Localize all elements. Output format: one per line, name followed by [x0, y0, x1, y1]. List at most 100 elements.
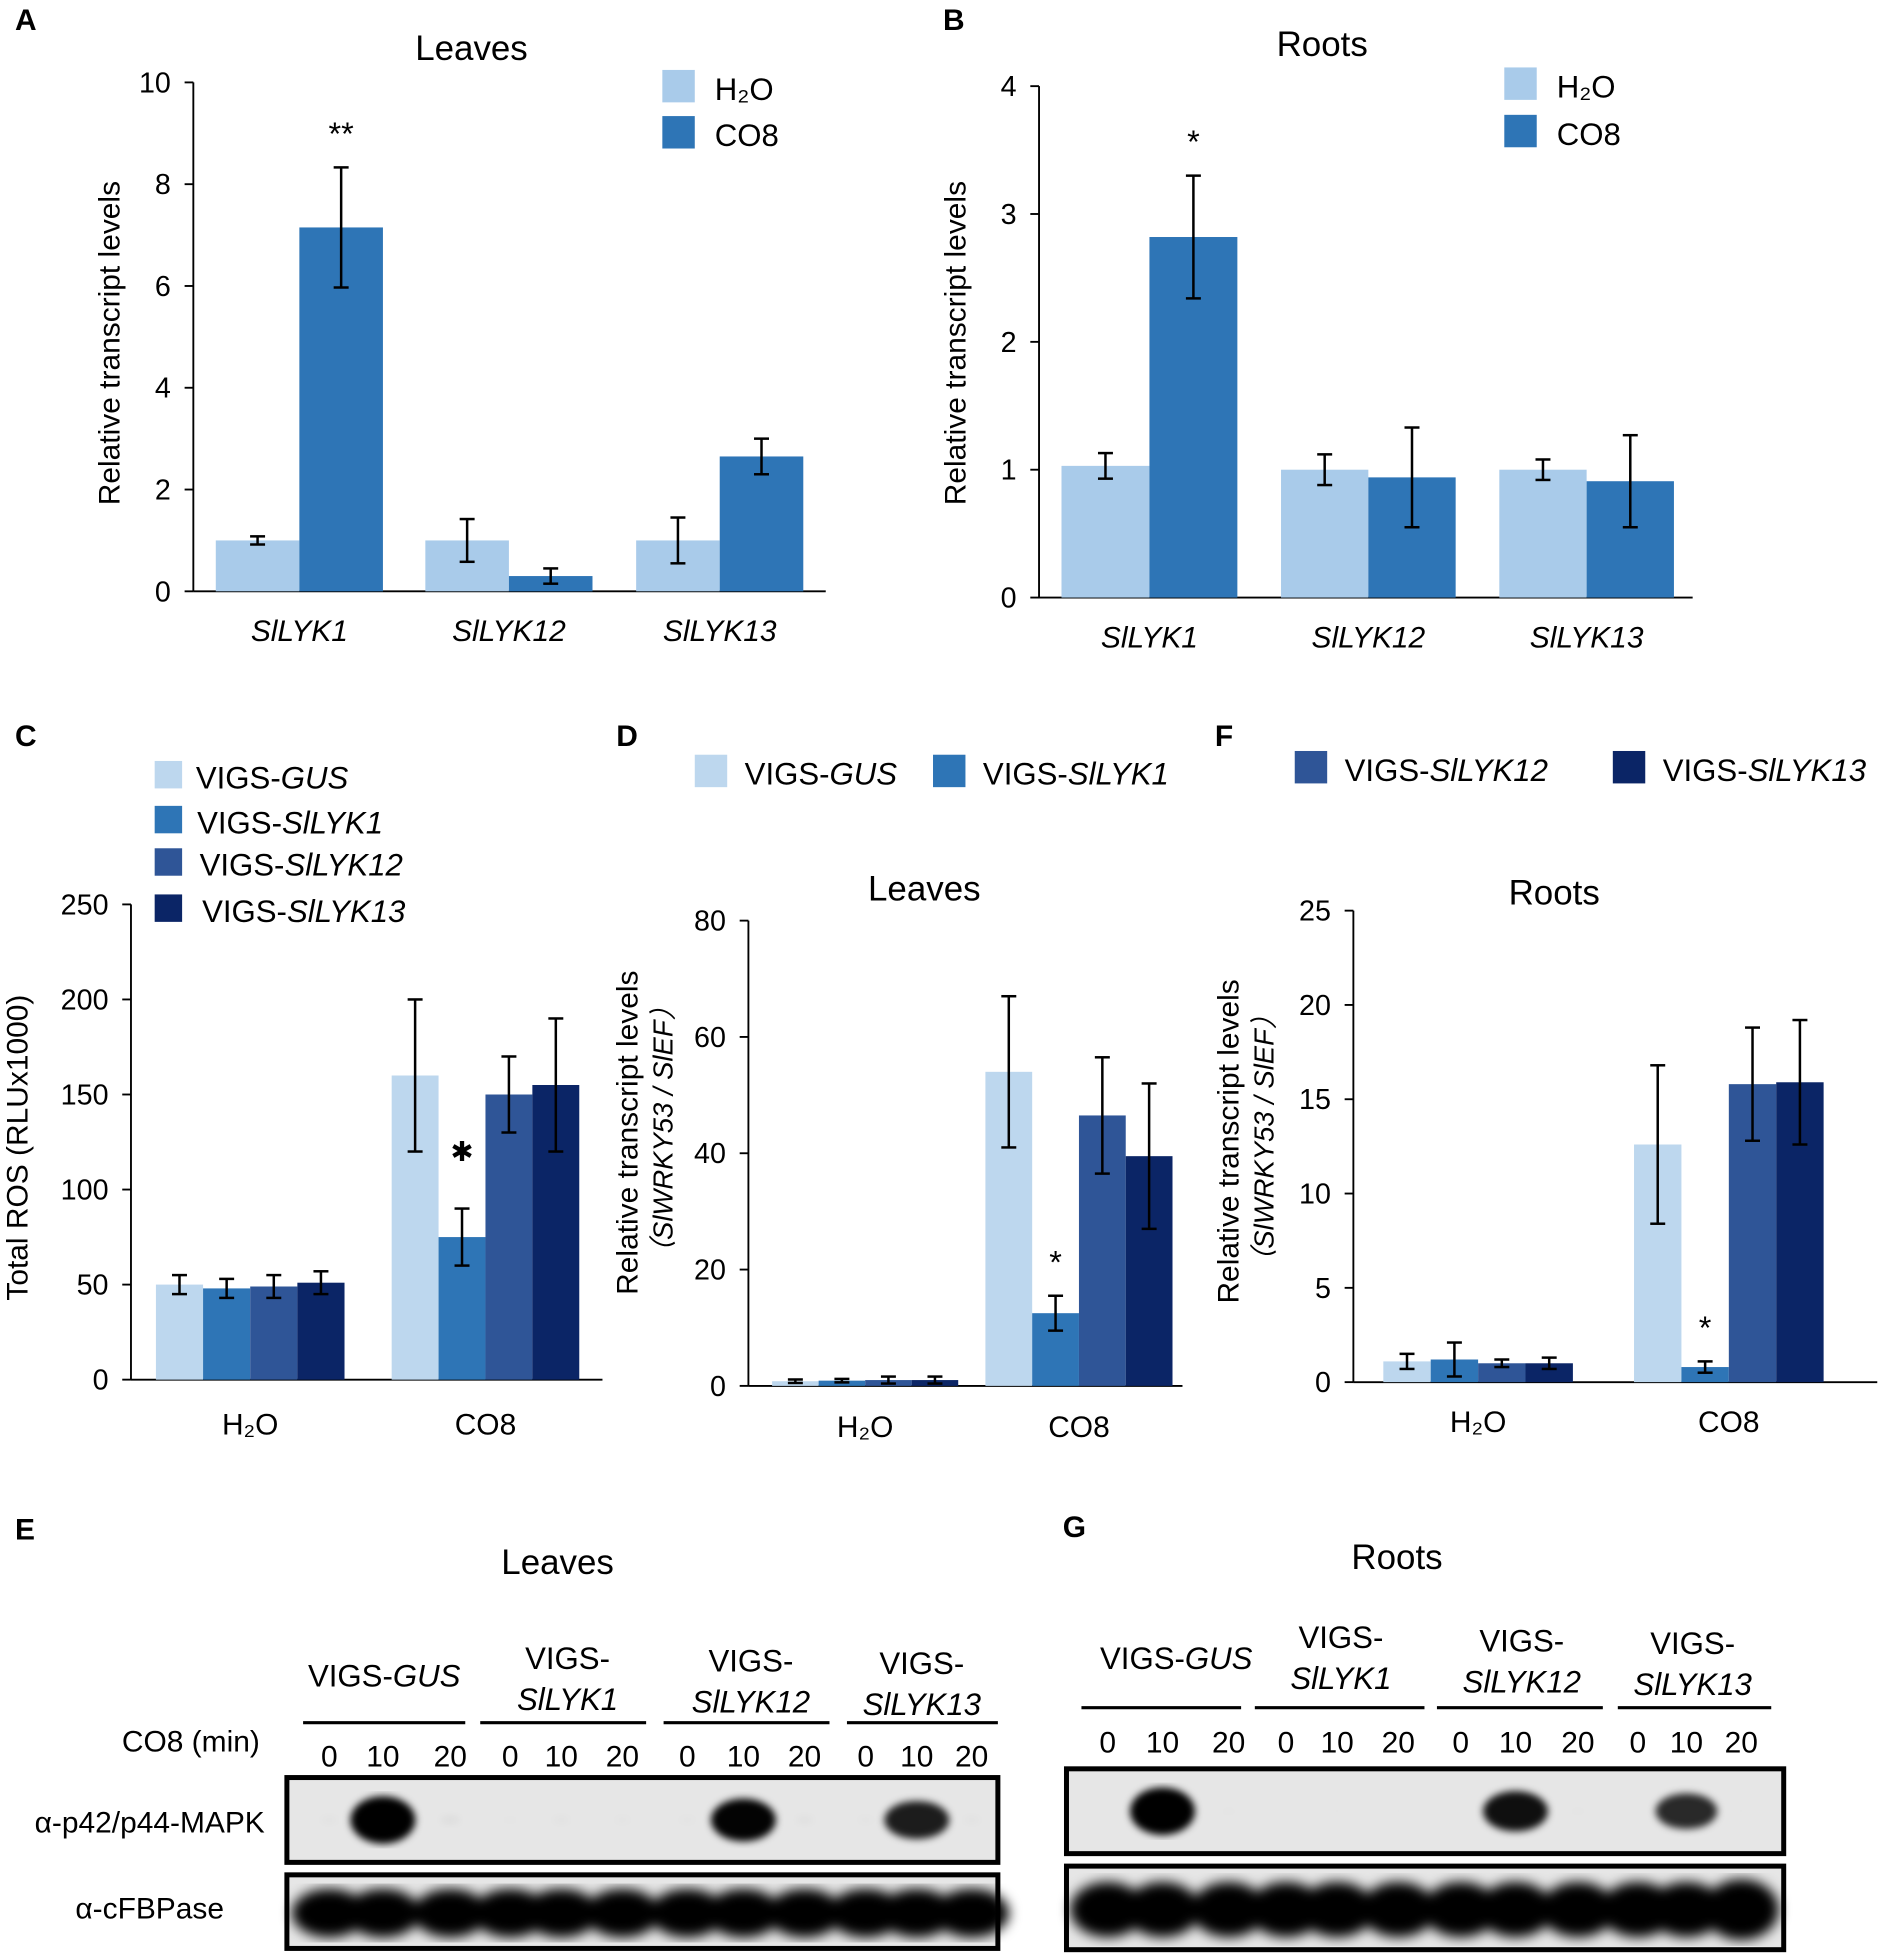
y-tick-label-A: 4 — [155, 373, 171, 405]
panel-label-A: A — [15, 4, 37, 37]
legend-label-C-prefix: VIGS- — [196, 760, 281, 795]
x-tick-label-B: SlLYK12 — [1311, 621, 1425, 654]
lane-group-label-prefix: VIGS- — [1298, 1620, 1383, 1655]
y-tick-label-A: 6 — [155, 271, 171, 303]
y-tick-label-F: 10 — [1299, 1179, 1331, 1211]
band — [1130, 1787, 1195, 1835]
band — [796, 1818, 813, 1822]
band — [1330, 1811, 1344, 1812]
time-axis-label: CO8 (min) — [122, 1725, 260, 1758]
band — [1070, 1881, 1146, 1938]
band — [472, 1888, 548, 1938]
lane-time-label: 20 — [1725, 1727, 1758, 1760]
y-axis-label-F: Relative transcript levels — [1213, 979, 1246, 1303]
lane-time-label: 20 — [434, 1740, 467, 1773]
significance-marker-B: * — [1187, 124, 1200, 160]
legend-swatch-C — [154, 760, 183, 789]
lane-group-label-gene: SlLYK13 — [863, 1687, 982, 1722]
x-tick-label-B: SlLYK13 — [1530, 621, 1644, 654]
band — [649, 1888, 725, 1938]
legend-label-F-gene: SlLYK12 — [1430, 753, 1548, 788]
band — [705, 1888, 781, 1938]
legend-label-C: VIGS-SlLYK1 — [197, 805, 383, 840]
band — [1478, 1881, 1553, 1938]
band — [767, 1888, 842, 1938]
blot-bands-0 — [321, 1796, 980, 1844]
lane-group-label-prefix: VIGS- — [1479, 1624, 1564, 1659]
y-tick-label-D: 60 — [694, 1022, 726, 1054]
y-axis-label-B: Relative transcript levels — [939, 181, 972, 505]
legend-swatch-F — [1612, 750, 1646, 784]
band — [1125, 1881, 1200, 1938]
x-tick-label-A: SlLYK12 — [452, 615, 566, 648]
y-tick-label-D: 0 — [710, 1371, 726, 1403]
legend-label-C-prefix: VIGS- — [202, 894, 287, 929]
blot-bands-1 — [291, 1888, 1010, 1938]
lane-time-label: 0 — [1629, 1727, 1646, 1760]
y-tick-label-F: 0 — [1315, 1367, 1331, 1399]
lane-time-label: 20 — [1382, 1727, 1415, 1760]
y-tick-label-B: 2 — [1001, 327, 1017, 359]
y-tick-label-B: 4 — [1001, 71, 1017, 103]
y-axis-label2-F: （SlWRKY53 / SlEF） — [1249, 1002, 1280, 1276]
lane-time-label: 10 — [1670, 1727, 1703, 1760]
lane-time-label: 10 — [1146, 1727, 1179, 1760]
lane-group-label-gene: GUS — [1185, 1641, 1253, 1676]
y-axis-label-A: Relative transcript levels — [94, 181, 127, 505]
bar-F-SlLYK13-H₂O — [1525, 1363, 1573, 1383]
x-tick-label-F: H₂O — [1450, 1406, 1507, 1439]
legend-label-F-prefix: VIGS- — [1663, 753, 1748, 788]
legend-label-C-gene: GUS — [281, 760, 349, 795]
legend-label-C-gene: SlLYK1 — [282, 805, 383, 840]
lane-time-label: 0 — [321, 1740, 338, 1773]
lane-group-label-prefix: VIGS- — [879, 1646, 964, 1681]
y-tick-label-F: 5 — [1315, 1273, 1331, 1305]
x-tick-label-A: SlLYK13 — [663, 615, 777, 648]
bar-B-H₂O-SlLYK1 — [1061, 465, 1150, 598]
legend-swatch-C — [154, 805, 183, 834]
band — [1360, 1881, 1436, 1938]
legend-label-F: VIGS-SlLYK12 — [1345, 753, 1548, 788]
legend-swatch-C — [154, 848, 183, 876]
lane-time-label: 20 — [1561, 1727, 1594, 1760]
lane-group-label: VIGS-GUS — [308, 1658, 461, 1693]
significance-marker-A: ** — [329, 116, 355, 152]
legend-swatch-A — [662, 69, 695, 103]
legend-label-C: VIGS-GUS — [196, 760, 349, 795]
lane-time-label: 10 — [900, 1740, 933, 1773]
bar-F-SlLYK1-CO8 — [1681, 1367, 1729, 1383]
legend-label-C-gene: SlLYK12 — [284, 848, 402, 883]
lane-time-label: 0 — [1278, 1727, 1295, 1760]
x-tick-label-D: H₂O — [837, 1411, 894, 1444]
band — [1703, 1879, 1779, 1940]
lane-time-label: 20 — [955, 1740, 988, 1773]
band — [503, 1819, 518, 1820]
lane-group-label-gene: SlLYK1 — [1290, 1661, 1391, 1696]
band — [1483, 1791, 1548, 1832]
lane-group-label-prefix: VIGS- — [708, 1644, 793, 1679]
band — [828, 1888, 904, 1938]
band — [291, 1888, 367, 1938]
band — [1248, 1881, 1324, 1938]
lane-time-label: 0 — [679, 1740, 696, 1773]
y-tick-label-C: 100 — [61, 1175, 109, 1207]
bar-A-H₂O-SlLYK1 — [215, 540, 300, 592]
lane-group-label-prefix: VIGS- — [1650, 1626, 1735, 1661]
chart-title-D: Leaves — [868, 870, 981, 909]
legend-label-F: VIGS-SlLYK13 — [1663, 753, 1867, 788]
legend-label-C: VIGS-SlLYK13 — [202, 894, 406, 929]
legend-swatch-B — [1504, 67, 1537, 100]
panel-label-B: B — [943, 4, 965, 37]
band — [523, 1888, 599, 1938]
band — [857, 1819, 874, 1821]
legend-label-F-prefix: VIGS- — [1345, 753, 1430, 788]
band — [1540, 1881, 1616, 1938]
lane-time-label: 10 — [366, 1740, 399, 1773]
legend-label-D-prefix: VIGS- — [983, 757, 1068, 792]
bar-F-SlLYK12-H₂O — [1478, 1363, 1526, 1383]
y-tick-label-C: 150 — [61, 1079, 109, 1111]
legend-label-D-prefix: VIGS- — [745, 757, 830, 792]
chart-title-F: Roots — [1509, 873, 1600, 912]
lane-time-label: 20 — [1212, 1727, 1245, 1760]
